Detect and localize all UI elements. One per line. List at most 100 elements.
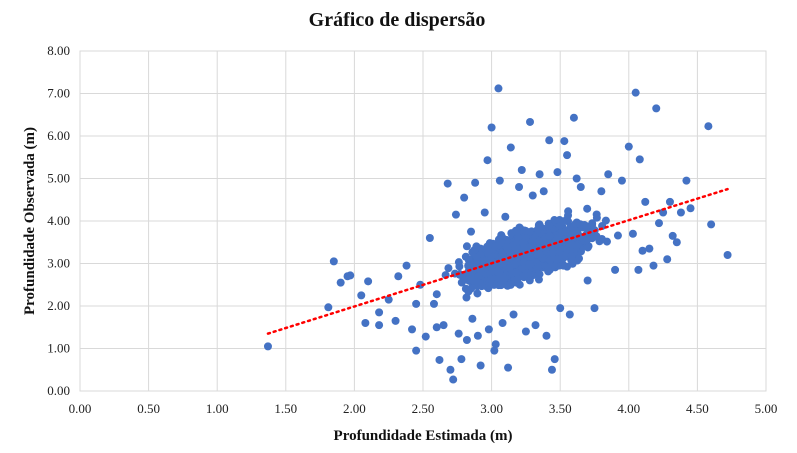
data-point xyxy=(574,254,583,263)
data-point xyxy=(590,304,599,313)
data-point xyxy=(704,122,713,131)
data-point xyxy=(494,84,503,93)
data-point xyxy=(513,274,522,283)
tick-labels: 0.00 0.50 1.00 1.50 2.00 2.50 3.00 3.50 4.00 4.50… xyxy=(47,43,777,416)
data-point xyxy=(641,197,650,206)
data-point xyxy=(484,325,493,334)
data-point xyxy=(498,319,507,327)
data-point xyxy=(425,234,434,242)
trendline-group xyxy=(266,187,729,335)
data-point xyxy=(493,267,502,276)
plot-area xyxy=(79,50,767,392)
data-point xyxy=(576,183,585,191)
x-tick-label: 4.50 xyxy=(686,401,709,416)
data-point xyxy=(491,340,500,349)
data-point xyxy=(604,170,613,179)
data-point xyxy=(512,245,521,254)
data-point xyxy=(521,226,530,235)
data-point xyxy=(421,332,430,341)
data-point xyxy=(564,207,573,216)
data-point xyxy=(361,319,370,327)
data-point xyxy=(563,262,572,271)
y-axis-title: Profundidade Observada (m) xyxy=(22,127,38,315)
y-tick-label: 7.00 xyxy=(47,86,70,101)
data-point xyxy=(443,179,452,188)
data-point xyxy=(617,176,626,185)
x-axis-title: Profundidade Estimada (m) xyxy=(334,428,513,444)
data-point xyxy=(529,237,538,246)
x-tick-label: 1.00 xyxy=(206,401,229,416)
x-tick-label: 2.00 xyxy=(343,401,366,416)
data-point xyxy=(672,238,681,247)
data-point xyxy=(686,204,695,213)
data-point xyxy=(553,234,562,243)
data-point xyxy=(561,227,570,236)
data-point xyxy=(473,331,482,340)
data-point xyxy=(526,117,535,126)
y-tick-label: 6.00 xyxy=(47,128,70,143)
data-point xyxy=(535,170,544,179)
data-point xyxy=(682,176,691,185)
data-point xyxy=(663,255,672,264)
data-point xyxy=(494,235,503,244)
data-point xyxy=(446,365,455,374)
data-point xyxy=(263,342,272,351)
data-point xyxy=(613,231,622,240)
data-point xyxy=(503,244,512,253)
data-point xyxy=(487,257,496,266)
x-tick-label: 5.00 xyxy=(755,401,778,416)
data-point xyxy=(467,227,476,236)
data-point xyxy=(468,314,477,323)
data-point xyxy=(346,271,355,280)
data-point xyxy=(533,225,542,234)
x-tick-label: 1.50 xyxy=(274,401,297,416)
data-point xyxy=(477,282,486,291)
data-point xyxy=(525,260,534,269)
data-point xyxy=(659,208,668,217)
data-point xyxy=(476,265,485,274)
data-point xyxy=(628,229,637,238)
data-point xyxy=(569,113,578,122)
data-point xyxy=(495,176,504,185)
data-point xyxy=(560,137,569,146)
data-point xyxy=(665,197,674,206)
data-point xyxy=(583,204,592,213)
data-point xyxy=(597,234,606,243)
data-point xyxy=(582,222,591,231)
data-point xyxy=(483,242,492,251)
data-point xyxy=(357,291,366,300)
data-point xyxy=(515,183,524,191)
data-point xyxy=(562,215,571,224)
data-point xyxy=(473,289,482,298)
data-point xyxy=(483,156,492,165)
x-tick-label: 3.50 xyxy=(549,401,572,416)
data-point xyxy=(676,208,685,217)
data-point xyxy=(531,321,540,330)
y-tick-label: 3.00 xyxy=(47,256,70,271)
data-point xyxy=(473,255,482,264)
y-tick-label: 1.00 xyxy=(47,341,70,356)
data-point xyxy=(480,208,489,217)
data-point xyxy=(565,310,574,319)
data-point xyxy=(592,213,601,222)
data-point xyxy=(391,316,400,325)
data-point xyxy=(444,264,453,273)
data-point xyxy=(394,272,403,281)
data-point xyxy=(707,220,716,229)
data-point xyxy=(384,295,393,304)
data-point xyxy=(476,361,485,370)
gridlines xyxy=(79,50,767,392)
data-point xyxy=(597,187,606,196)
data-point xyxy=(449,375,458,384)
data-point xyxy=(539,187,548,196)
data-point xyxy=(457,355,466,364)
data-point xyxy=(429,299,438,308)
data-point xyxy=(517,166,526,174)
data-point xyxy=(490,346,499,355)
data-point xyxy=(504,363,513,372)
data-point xyxy=(652,104,661,113)
data-point xyxy=(668,231,677,240)
data-point xyxy=(519,272,528,281)
y-tick-label: 8.00 xyxy=(47,43,70,58)
data-point xyxy=(375,321,384,330)
